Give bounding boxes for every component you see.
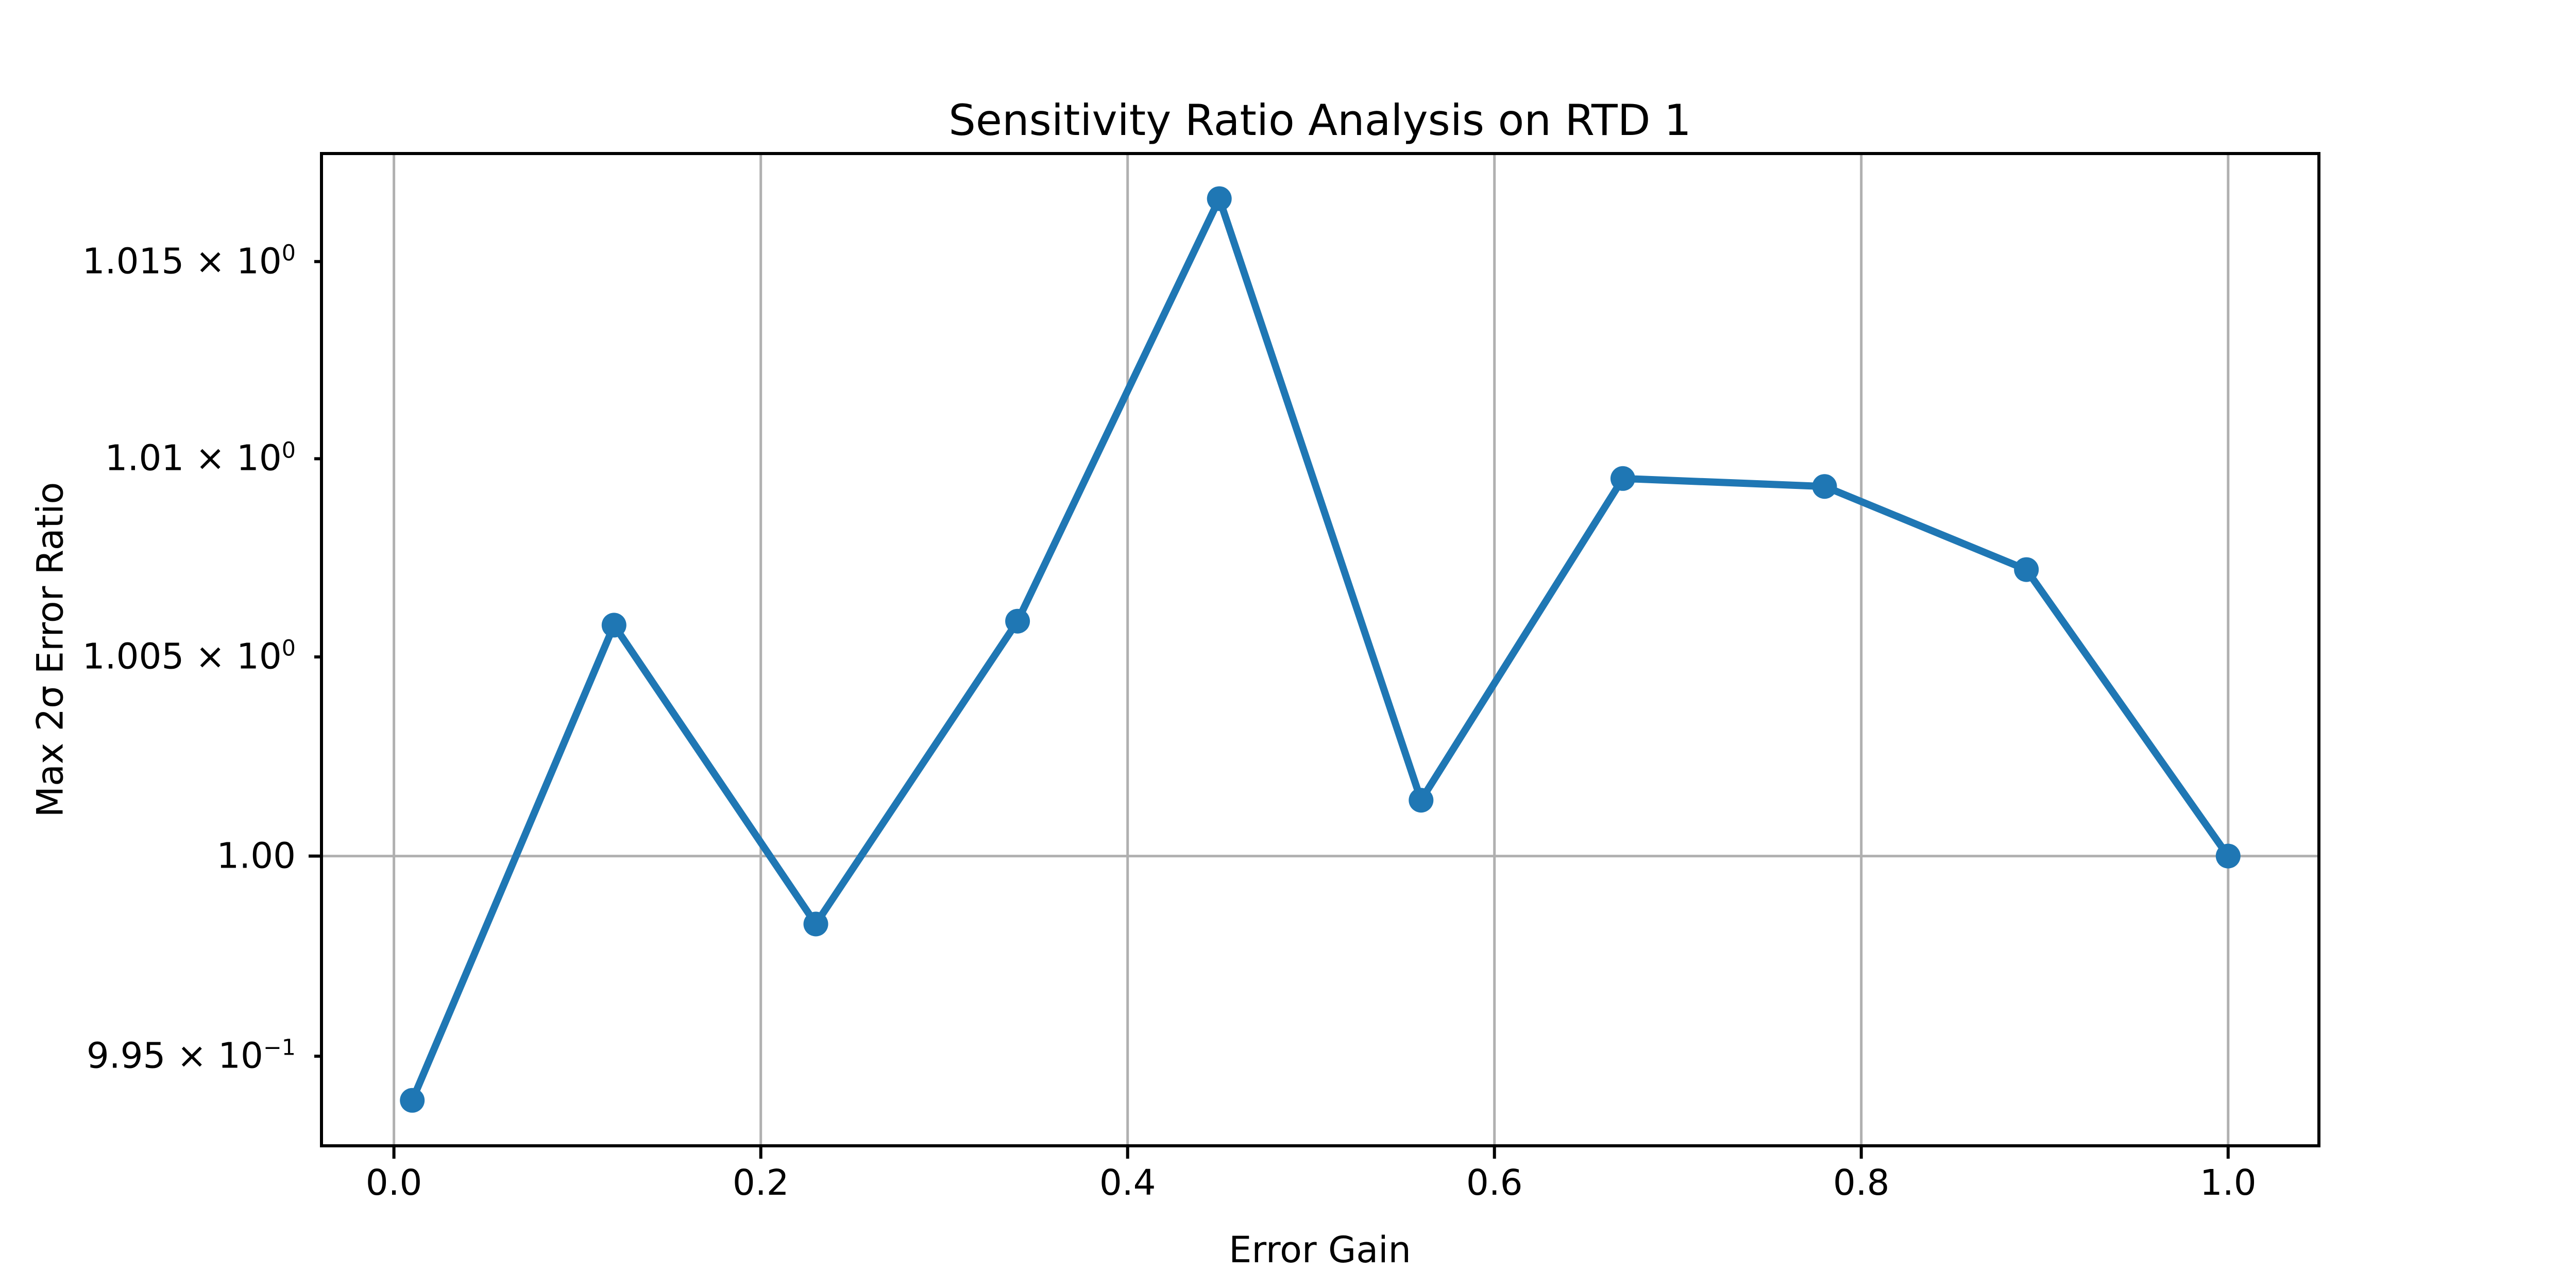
y-tick-label: 9.95 × 10−1 xyxy=(86,1035,296,1077)
y-tick-label: 1.015 × 100 xyxy=(82,241,296,282)
chart-title: Sensitivity Ratio Analysis on RTD 1 xyxy=(948,95,1691,145)
x-tick-label: 0.2 xyxy=(732,1162,789,1204)
y-tick-exponent: −1 xyxy=(263,1035,296,1061)
plot-spines xyxy=(320,152,2320,1147)
y-tick-mantissa: 1.01 × 10 xyxy=(105,437,282,479)
x-tick-label: 1.0 xyxy=(2199,1162,2257,1204)
x-tick-label: 0.4 xyxy=(1099,1162,1156,1204)
x-tick-label: 0.8 xyxy=(1833,1162,1890,1204)
data-point xyxy=(1812,474,1837,499)
data-point xyxy=(1409,788,1434,813)
y-tick-label: 1.005 × 100 xyxy=(82,635,296,677)
y-tick-exponent: 0 xyxy=(281,437,296,464)
data-point xyxy=(803,911,828,937)
y-tick-mantissa: 1.005 × 10 xyxy=(82,636,282,677)
data-point xyxy=(1005,608,1030,634)
y-axis-label: Max 2σ Error Ratio xyxy=(29,482,72,818)
data-point xyxy=(2215,843,2241,869)
x-tick-label: 0.6 xyxy=(1466,1162,1523,1204)
x-axis-label: Error Gain xyxy=(1229,1229,1411,1271)
y-tick-exponent: 0 xyxy=(281,635,296,662)
data-point xyxy=(2014,557,2039,582)
data-point xyxy=(400,1088,425,1113)
data-point xyxy=(601,613,626,638)
y-tick-mantissa: 1.015 × 10 xyxy=(82,241,282,282)
data-point xyxy=(1610,466,1635,491)
y-tick-label: 1.01 × 100 xyxy=(105,437,296,479)
y-tick-mantissa: 1.00 xyxy=(216,835,296,877)
data-point xyxy=(1207,186,1232,211)
y-tick-exponent: 0 xyxy=(281,240,296,266)
y-tick-label: 1.00 xyxy=(216,838,296,874)
y-tick-mantissa: 9.95 × 10 xyxy=(86,1035,263,1077)
series-line xyxy=(409,195,2232,1104)
x-tick-label: 0.0 xyxy=(365,1162,422,1204)
